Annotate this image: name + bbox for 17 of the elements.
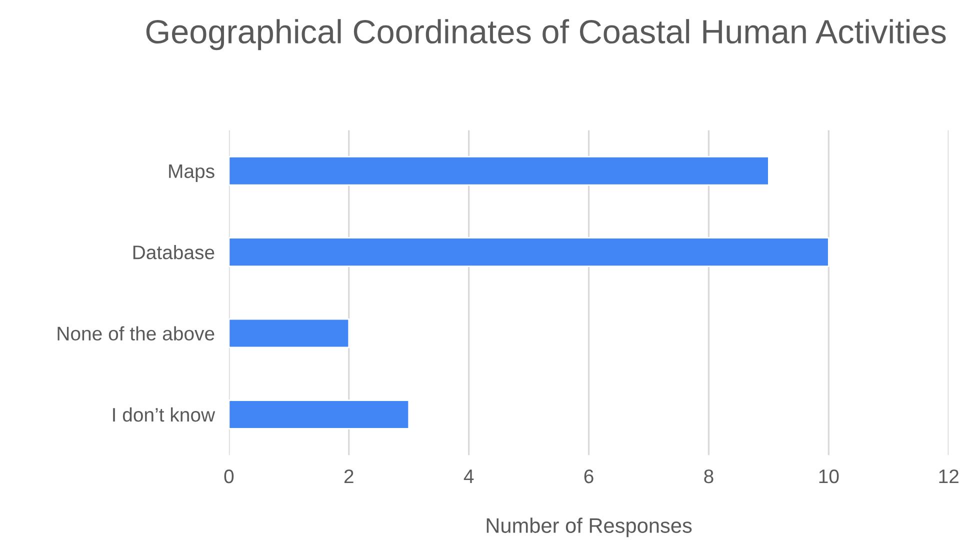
bar bbox=[228, 318, 350, 348]
y-tick-label: Maps bbox=[169, 164, 214, 182]
y-tick-label: Database bbox=[133, 245, 214, 260]
x-tick-label: 0 bbox=[224, 469, 234, 484]
x-tick-label: 2 bbox=[344, 469, 354, 484]
y-tick-label: I don’t know bbox=[113, 407, 216, 422]
chart-title: Geographical Coordinates of Coastal Human Activities bbox=[146, 19, 946, 50]
x-tick-label: 6 bbox=[584, 469, 594, 484]
x-tick-label: 4 bbox=[464, 470, 474, 484]
x-tick-label: 8 bbox=[704, 469, 714, 484]
x-axis-title: Number of Responses bbox=[486, 518, 692, 538]
bar bbox=[228, 237, 830, 267]
bar bbox=[228, 156, 770, 186]
x-tick-label: 10 bbox=[819, 469, 839, 484]
bar bbox=[228, 400, 410, 430]
y-tick-label: None of the above bbox=[58, 326, 214, 341]
x-tick-label: 12 bbox=[939, 469, 958, 484]
